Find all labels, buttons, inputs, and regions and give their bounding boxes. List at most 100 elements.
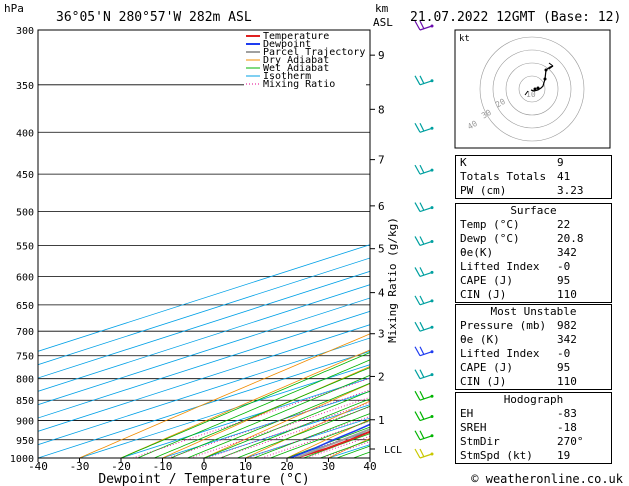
hodograph-trace <box>530 65 554 92</box>
wind-barb-dot <box>430 394 434 398</box>
most-unstable-row: CAPE (J) 95 <box>456 361 611 375</box>
hodograph-point <box>544 68 548 72</box>
index-row: Totals Totals 41 <box>456 170 611 184</box>
wet-adiabat <box>120 352 370 458</box>
wind-barb-staff <box>419 169 433 175</box>
x-tick-label: 20 <box>280 460 293 473</box>
wind-barb-staff <box>419 395 433 401</box>
most-unstable-label: θe (K) <box>460 333 500 346</box>
x-tick-label: 40 <box>363 460 376 473</box>
most-unstable-value: 110 <box>557 375 577 388</box>
surface-value: -0 <box>557 260 571 273</box>
surface-label: Dewp (°C) <box>460 232 520 245</box>
x-tick-label: 0 <box>201 460 208 473</box>
pressure-tick-label: 350 <box>16 81 34 92</box>
hpa-unit: hPa <box>4 2 24 15</box>
pressure-tick-label: 650 <box>16 301 34 312</box>
pressure-tick-label: 700 <box>16 327 34 338</box>
surface-row: CAPE (J) 95 <box>456 274 611 288</box>
index-value: 3.23 <box>557 184 584 197</box>
legend-dewpoint: Dewpoint <box>263 39 311 50</box>
hodograph-table-value: -83 <box>557 407 577 420</box>
background-lines <box>38 30 370 458</box>
legend-mixing-ratio: Mixing Ratio <box>263 79 335 90</box>
wind-barb-staff <box>419 207 433 213</box>
dry-adiabat <box>79 333 370 458</box>
hodograph-frame <box>454 29 611 149</box>
hodograph-ring <box>518 75 546 103</box>
isotherm <box>79 364 370 458</box>
wind-barb-flag <box>419 236 425 245</box>
hodograph-table-value: -18 <box>557 421 577 434</box>
wind-barb-dot <box>430 299 434 303</box>
x-tick-label: -20 <box>111 460 131 473</box>
most-unstable-label: CAPE (J) <box>460 361 513 374</box>
isotherm <box>38 297 370 406</box>
surface-title: Surface <box>510 204 557 217</box>
most-unstable-panel: Most Unstable Pressure (mb) 982 θe (K) 342… <box>455 304 612 390</box>
isotherm <box>38 350 370 458</box>
pressure-tick-label: 900 <box>16 417 34 428</box>
wind-barb-flag <box>414 267 421 277</box>
surface-row: Dewp (°C) 20.8 <box>456 232 611 246</box>
hodograph-table-panel: Hodograph EH -83 SREH -18 StmDir 270° StmSp… <box>455 392 612 464</box>
credit: © weatheronline.co.uk <box>471 472 623 486</box>
x-tick-label: -30 <box>70 460 90 473</box>
isotherm <box>38 284 370 392</box>
km-tick-label: 3 <box>378 328 385 341</box>
wind-barb-dot <box>430 79 434 83</box>
lcl-label: LCL <box>384 445 402 456</box>
wet-adiabat <box>220 398 370 458</box>
wind-barb-dot <box>430 126 434 130</box>
wind-barb-flag <box>419 411 425 420</box>
wind-barb-dot <box>430 239 434 243</box>
wind-barb-flag <box>419 390 425 400</box>
wind-barb-flag <box>414 295 421 306</box>
most-unstable-value: 342 <box>557 333 577 346</box>
most-unstable-label: CIN (J) <box>460 375 507 388</box>
wind-barb-staff <box>419 453 433 459</box>
surface-label: Temp (°C) <box>460 218 520 231</box>
wet-adiabat <box>187 382 370 458</box>
wind-barb-dot <box>430 24 434 28</box>
dry-adiabat <box>120 349 370 458</box>
wind-barb-flag <box>419 369 425 378</box>
pressure-tick-label: 500 <box>16 208 34 219</box>
surface-value: 342 <box>557 246 577 259</box>
surface-value: 110 <box>557 288 577 301</box>
wind-barb-dot <box>430 373 434 377</box>
most-unstable-value: 95 <box>557 361 571 374</box>
pressure-tick-label: 400 <box>16 128 34 139</box>
wet-adiabat <box>137 359 370 458</box>
series-parcel-trajectory <box>294 428 370 458</box>
most-unstable-row: Lifted Index -0 <box>456 347 611 361</box>
wind-barb-staff <box>419 326 433 332</box>
hodograph-unit: kt <box>459 34 470 44</box>
surface-value: 95 <box>557 274 571 287</box>
mixing-ratio-axis-label: Mixing Ratio (g/kg) <box>386 217 399 343</box>
legend-parcel: Parcel Trajectory <box>263 47 365 58</box>
legend-isotherm: Isotherm <box>263 71 311 82</box>
pressure-tick-label: 600 <box>16 272 34 283</box>
wind-barb-dot <box>430 206 434 210</box>
index-value: 9 <box>557 156 564 169</box>
km-tick-label: 9 <box>378 49 385 62</box>
most-unstable-row: CIN (J) 110 <box>456 375 611 389</box>
wind-barb-dot <box>430 452 434 456</box>
hodograph-table-value: 270° <box>557 435 584 448</box>
wind-barb-flag <box>414 236 421 246</box>
wet-adiabat <box>253 413 370 458</box>
surface-value: 22 <box>557 218 571 231</box>
wind-barb-flag <box>414 390 421 401</box>
surface-row: Lifted Index -0 <box>456 260 611 274</box>
x-axis-label: Dewpoint / Temperature (°C) <box>98 472 309 486</box>
wind-barb-flag <box>414 75 421 86</box>
hodograph-ring-label: 10 <box>526 90 536 99</box>
surface-label: CIN (J) <box>460 288 507 301</box>
km-tick-label: 7 <box>378 154 385 167</box>
surface-label: Lifted Index <box>460 260 540 273</box>
wind-barb-flag <box>414 448 421 459</box>
legend-box <box>244 31 366 93</box>
wind-barb-staff <box>419 351 433 357</box>
